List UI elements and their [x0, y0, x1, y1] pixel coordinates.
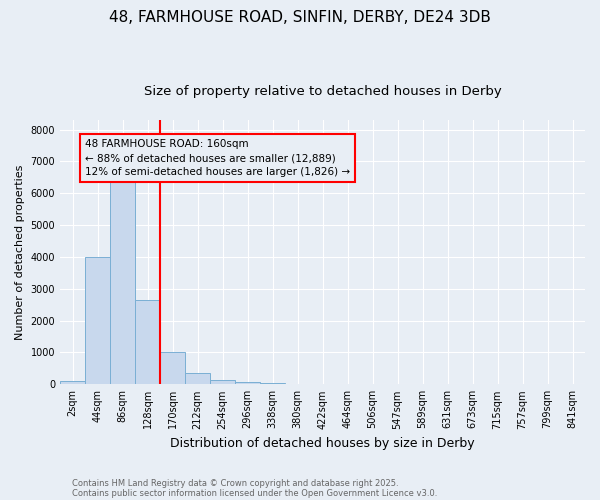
- Bar: [260, 382, 285, 384]
- X-axis label: Distribution of detached houses by size in Derby: Distribution of detached houses by size …: [170, 437, 475, 450]
- Bar: [85, 257, 110, 384]
- Text: 48 FARMHOUSE ROAD: 160sqm
← 88% of detached houses are smaller (12,889)
12% of s: 48 FARMHOUSE ROAD: 160sqm ← 88% of detac…: [85, 139, 350, 177]
- Y-axis label: Number of detached properties: Number of detached properties: [15, 164, 25, 340]
- Bar: [210, 380, 235, 384]
- Bar: [110, 178, 135, 384]
- Bar: [160, 352, 185, 384]
- Bar: [235, 382, 260, 384]
- Text: Contains public sector information licensed under the Open Government Licence v3: Contains public sector information licen…: [72, 488, 437, 498]
- Bar: [185, 373, 210, 384]
- Text: 48, FARMHOUSE ROAD, SINFIN, DERBY, DE24 3DB: 48, FARMHOUSE ROAD, SINFIN, DERBY, DE24 …: [109, 10, 491, 25]
- Bar: [135, 300, 160, 384]
- Bar: [60, 381, 85, 384]
- Text: Contains HM Land Registry data © Crown copyright and database right 2025.: Contains HM Land Registry data © Crown c…: [72, 478, 398, 488]
- Title: Size of property relative to detached houses in Derby: Size of property relative to detached ho…: [143, 85, 502, 98]
